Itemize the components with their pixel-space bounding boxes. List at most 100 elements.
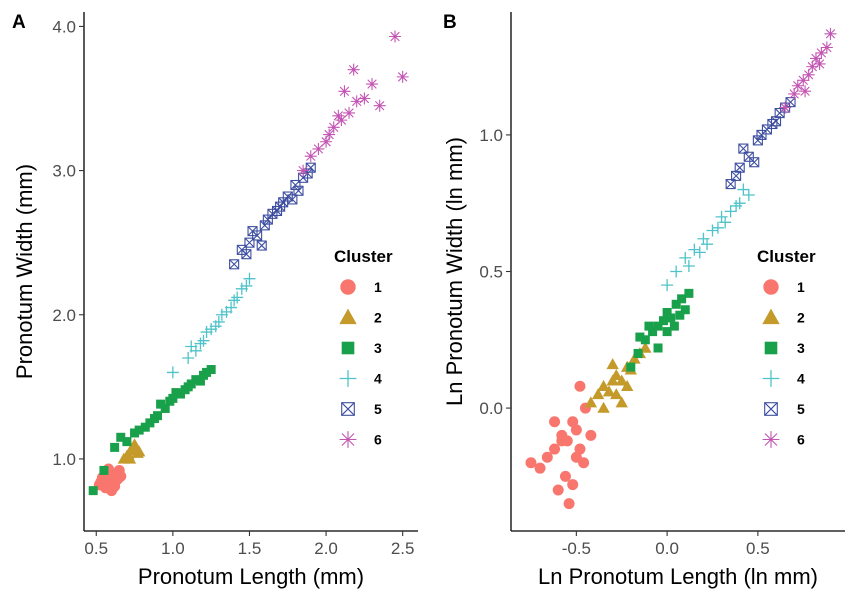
data-point: [788, 87, 801, 100]
data-point: [806, 60, 819, 73]
panel-b: B -0.5 0.0 0.5 0.0 0.5 1.0 Ln Pronotum Length (…: [442, 12, 845, 589]
data-point: [109, 480, 121, 492]
legend-item-cluster-4: 4: [339, 370, 382, 387]
data-point: [809, 52, 822, 65]
data-point: [229, 259, 240, 270]
data-point: [156, 399, 166, 409]
data-point: [166, 366, 179, 379]
legend-key: [339, 308, 357, 325]
data-point: [131, 446, 144, 458]
legend-key: [339, 370, 357, 387]
legend: Cluster 1 2 3 4 5 6: [757, 247, 816, 448]
panel-label: A: [12, 12, 26, 33]
series-cluster-5: [229, 162, 316, 270]
data-point: [149, 414, 159, 424]
legend-title: Cluster: [334, 247, 393, 266]
legend-key: [763, 279, 779, 295]
data-point: [88, 486, 98, 496]
legend-label: 1: [797, 279, 805, 295]
legend-title: Cluster: [757, 247, 816, 266]
data-point: [644, 321, 654, 331]
legend-key: [762, 308, 780, 325]
data-point: [271, 205, 283, 216]
data-point: [680, 305, 690, 315]
data-point: [756, 129, 767, 140]
data-point: [725, 179, 736, 190]
data-point: [730, 199, 743, 212]
legend-item-cluster-2: 2: [339, 308, 382, 326]
data-point: [549, 443, 561, 455]
data-point: [186, 379, 196, 389]
legend-item-cluster-1: 1: [763, 279, 805, 295]
x-tick-label: 1.5: [238, 539, 262, 558]
data-point: [140, 422, 150, 432]
data-point: [366, 78, 379, 91]
data-point: [824, 27, 837, 40]
series-cluster-3: [88, 365, 216, 496]
data-point: [116, 432, 126, 442]
data-point: [653, 321, 663, 331]
legend-label: 2: [374, 310, 382, 326]
data-point: [171, 388, 181, 398]
data-point: [574, 380, 586, 392]
data-point: [130, 428, 140, 438]
legend-label: 4: [797, 371, 805, 387]
data-point: [256, 240, 267, 251]
series-cluster-4: [166, 272, 256, 379]
data-point: [559, 470, 571, 482]
data-point: [635, 332, 645, 342]
series-cluster-2: [117, 438, 146, 464]
data-point: [525, 457, 537, 469]
data-point: [358, 92, 371, 105]
data-point: [552, 484, 564, 496]
data-point: [160, 403, 170, 413]
data-point: [606, 358, 619, 370]
data-point: [737, 183, 750, 196]
legend-key: [341, 341, 355, 355]
data-point: [99, 465, 109, 475]
data-point: [706, 224, 719, 237]
y-tick-label: 1.0: [52, 450, 76, 469]
data-point: [231, 291, 244, 304]
data-point: [335, 114, 348, 127]
data-point: [209, 320, 222, 333]
data-point: [615, 374, 628, 386]
data-point: [666, 313, 676, 323]
data-point: [669, 321, 679, 331]
data-point: [620, 379, 634, 391]
data-point: [578, 457, 590, 469]
data-point: [327, 121, 340, 134]
data-points: [88, 30, 409, 497]
data-point: [682, 260, 695, 273]
data-point: [389, 30, 402, 43]
data-point: [648, 327, 658, 337]
legend-item-cluster-6: 6: [762, 431, 805, 448]
x-tick-label: 1.0: [161, 539, 185, 558]
data-point: [802, 68, 815, 81]
data-point: [563, 498, 575, 510]
data-point: [347, 63, 360, 76]
legend-key: [340, 279, 356, 295]
data-point: [662, 327, 672, 337]
legend-label: 4: [374, 371, 382, 387]
data-point: [701, 238, 714, 251]
x-axis-title: Ln Pronotum Length (ln mm): [538, 564, 818, 589]
data-point: [259, 220, 270, 231]
legend-key: [762, 431, 780, 448]
legend-item-cluster-5: 5: [341, 401, 382, 417]
legend-item-cluster-1: 1: [340, 279, 382, 295]
data-point: [791, 79, 804, 92]
data-point: [591, 388, 605, 400]
legend-key: [764, 341, 778, 355]
data-point: [200, 326, 213, 339]
data-point: [799, 85, 812, 98]
data-point: [743, 151, 754, 162]
data-point: [633, 348, 643, 358]
series-cluster-3: [626, 288, 694, 372]
legend-key: [339, 431, 357, 448]
data-point: [567, 479, 579, 491]
x-tick-label: -0.5: [562, 539, 591, 558]
legend-key: [764, 402, 778, 416]
data-point: [597, 401, 610, 413]
legend-label: 5: [374, 401, 382, 417]
